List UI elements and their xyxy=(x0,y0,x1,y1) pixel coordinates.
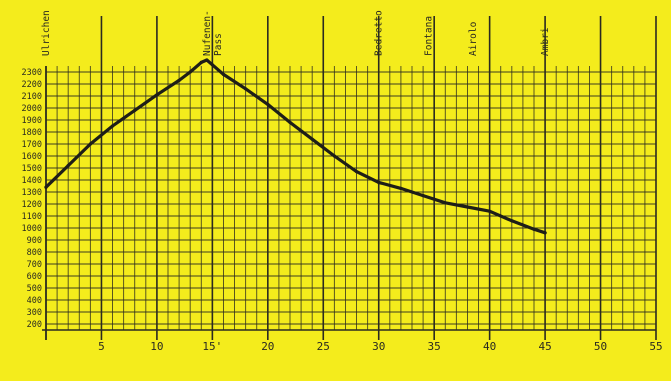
place-label: Nufenen-Pass xyxy=(202,10,224,56)
elevation-point xyxy=(288,120,292,124)
elevation-point xyxy=(199,60,203,64)
y-tick-label: 2200 xyxy=(22,80,42,90)
elevation-point xyxy=(205,58,209,62)
y-tick-label: 900 xyxy=(27,236,42,246)
x-tick-label: 10 xyxy=(150,340,163,353)
place-label-line: Bedretto xyxy=(374,10,385,56)
y-tick-label: 300 xyxy=(27,308,42,318)
axes xyxy=(42,66,656,340)
elevation-point xyxy=(44,185,48,189)
place-label-line: Ambri xyxy=(540,27,551,56)
y-tick-labels: 200 300 400 500 600 700 800 900 1000 1100 1200 1300… xyxy=(22,68,42,330)
elevation-point xyxy=(332,154,336,158)
x-tick-label: 5 xyxy=(98,340,105,353)
y-tick-label: 1700 xyxy=(22,140,42,150)
elevation-point xyxy=(133,108,137,112)
elevation-point xyxy=(266,102,270,106)
elevation-point xyxy=(543,231,547,235)
place-label: Ambri xyxy=(540,27,551,56)
elevation-point xyxy=(354,170,359,174)
elevation-point xyxy=(155,93,159,97)
elevation-point xyxy=(210,63,214,67)
y-tick-label: 1300 xyxy=(22,188,42,198)
place-label-line: Pass xyxy=(213,33,224,56)
y-tick-label: 2100 xyxy=(22,92,42,102)
y-tick-label: 1600 xyxy=(22,152,42,162)
elevation-point xyxy=(188,70,192,74)
y-tick-label: 800 xyxy=(27,248,42,258)
y-tick-label: 2300 xyxy=(22,68,42,78)
y-tick-label: 500 xyxy=(27,284,42,294)
x-tick-label: 55 xyxy=(649,340,662,353)
x-tick-label: 30 xyxy=(372,340,385,353)
y-tick-label: 1100 xyxy=(22,212,42,222)
place-label-line: Ulrichen xyxy=(41,10,52,56)
y-tick-label: 1400 xyxy=(22,176,42,186)
place-label-line: Airolo xyxy=(468,21,479,56)
elevation-point xyxy=(66,164,70,168)
x-tick-label: 35 xyxy=(428,340,441,353)
x-tick-label: 40 xyxy=(483,340,496,353)
y-tick-label: 2000 xyxy=(22,104,42,114)
series-layer xyxy=(44,58,547,235)
x-tick-label: 25 xyxy=(317,340,330,353)
y-tick-label: 1800 xyxy=(22,128,42,138)
elevation-point xyxy=(244,87,248,91)
elevation-point xyxy=(465,205,470,209)
x-tick-label: 20 xyxy=(261,340,274,353)
place-label: Fontana xyxy=(424,16,435,56)
y-tick-label: 1900 xyxy=(22,116,42,126)
place-label: Airolo xyxy=(468,21,479,56)
elevation-point xyxy=(88,142,92,146)
elevation-point xyxy=(510,219,514,223)
place-label: Ulrichen xyxy=(41,10,52,56)
elevation-point xyxy=(532,227,536,231)
y-tick-label: 200 xyxy=(27,320,42,330)
x-tick-label: 45 xyxy=(538,340,551,353)
y-tick-label: 1000 xyxy=(22,224,42,234)
elevation-point xyxy=(488,209,492,213)
elevation-point xyxy=(177,78,181,82)
place-labels: Ulrichen Nufenen-Pass Bedretto Fontana Airol… xyxy=(41,10,551,56)
x-tick-labels: 5 10 15' 20 25 30 35 40 45 50 55 xyxy=(98,340,662,353)
elevation-point xyxy=(310,137,314,141)
place-label-line: Nufenen- xyxy=(202,10,213,56)
y-tick-label: 1200 xyxy=(22,200,42,210)
x-tick-label: 50 xyxy=(594,340,607,353)
elevation-point xyxy=(110,124,115,128)
y-tick-label: 600 xyxy=(27,272,42,282)
y-tick-label: 700 xyxy=(27,260,42,270)
place-label: Bedretto xyxy=(374,10,385,56)
elevation-point xyxy=(421,194,425,198)
major-grid xyxy=(100,16,657,340)
x-tick-label: 15' xyxy=(202,340,222,353)
elevation-profile-line xyxy=(44,58,547,235)
elevation-point xyxy=(443,201,447,205)
y-tick-label: 1500 xyxy=(22,164,42,174)
elevation-point xyxy=(221,72,226,76)
minor-grid xyxy=(46,66,656,330)
elevation-point xyxy=(377,180,381,184)
place-label-line: Fontana xyxy=(424,16,435,56)
elevation-point xyxy=(399,186,403,190)
y-tick-label: 400 xyxy=(27,296,42,306)
